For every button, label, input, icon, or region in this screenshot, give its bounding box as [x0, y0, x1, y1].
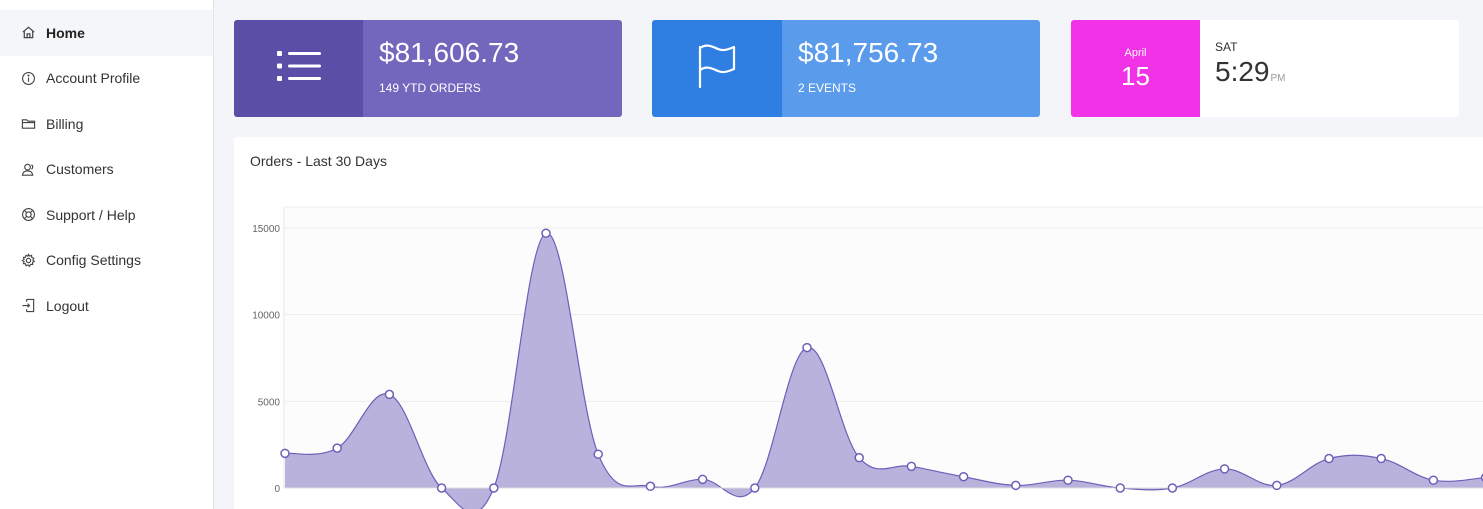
data-point[interactable]: [1272, 480, 1282, 491]
y-tick-label: 15000: [252, 224, 280, 235]
sidebar: Home Account Profile Billing Customers S…: [0, 0, 214, 509]
info-icon: [20, 70, 36, 86]
events-card[interactable]: $81,756.73 2 EVENTS: [652, 20, 1040, 117]
events-card-icon-pane: [652, 20, 782, 117]
sidebar-item-label: Customers: [46, 161, 114, 178]
data-point[interactable]: [541, 228, 551, 238]
list-icon: [276, 51, 321, 86]
date-day: 15: [1121, 60, 1150, 91]
sidebar-item-logout[interactable]: Logout: [0, 283, 213, 329]
data-point[interactable]: [1063, 475, 1073, 485]
sidebar-item-label: Account Profile: [46, 70, 141, 87]
data-point[interactable]: [1428, 475, 1439, 485]
data-point[interactable]: [384, 389, 395, 400]
data-point[interactable]: [1167, 483, 1178, 493]
sidebar-item-label: Support / Help: [46, 206, 136, 223]
folder-icon: [20, 116, 36, 132]
sidebar-item-label: Home: [46, 24, 85, 41]
flag-icon: [697, 43, 737, 94]
sidebar-item-label: Billing: [46, 115, 84, 132]
orders-card-icon-pane: [234, 20, 363, 117]
weekday: SAT: [1215, 40, 1238, 54]
data-point[interactable]: [436, 483, 447, 493]
date-time-card: April 15 SAT 5:29PM: [1071, 20, 1459, 117]
orders-area-chart: 0 5000 10000 15000: [252, 206, 1483, 509]
user-icon: [20, 161, 36, 177]
events-amount: $81,756.73: [798, 37, 939, 68]
sidebar-item-customers[interactable]: Customers: [0, 147, 213, 193]
plot-area: [284, 207, 1483, 488]
data-point[interactable]: [1011, 480, 1021, 491]
y-tick-label: 5000: [258, 397, 281, 408]
sidebar-item-home[interactable]: Home: [0, 10, 213, 56]
data-point[interactable]: [958, 471, 969, 482]
orders-amount: $81,606.73: [379, 37, 520, 68]
data-point[interactable]: [854, 452, 864, 463]
data-point[interactable]: [1115, 483, 1125, 493]
y-tick-label: 10000: [252, 311, 280, 322]
sidebar-item-label: Config Settings: [46, 252, 141, 269]
data-point[interactable]: [332, 443, 342, 453]
sidebar-item-support-help[interactable]: Support / Help: [0, 192, 213, 238]
data-point[interactable]: [489, 483, 499, 493]
sidebar-item-billing[interactable]: Billing: [0, 101, 213, 147]
orders-count: 149 YTD ORDERS: [379, 81, 481, 95]
data-point[interactable]: [1219, 464, 1230, 474]
data-point[interactable]: [802, 342, 812, 353]
orders-card-text: $81,606.73 149 YTD ORDERS: [363, 20, 622, 117]
data-point[interactable]: [906, 461, 917, 472]
date-month: April: [1124, 46, 1147, 59]
clock-ampm: PM: [1270, 73, 1286, 84]
data-point[interactable]: [645, 481, 656, 492]
data-point[interactable]: [1324, 453, 1334, 464]
data-point[interactable]: [750, 483, 760, 493]
time-text: SAT 5:29PM: [1200, 20, 1459, 117]
date-badge: April 15: [1071, 20, 1200, 117]
logout-icon: [20, 298, 36, 314]
data-point[interactable]: [280, 448, 290, 459]
gear-icon: [20, 252, 36, 268]
sidebar-item-config-settings[interactable]: Config Settings: [0, 238, 213, 284]
ytd-orders-card[interactable]: $81,606.73 149 YTD ORDERS: [234, 20, 622, 117]
lifebuoy-icon: [20, 207, 36, 223]
sidebar-item-account-profile[interactable]: Account Profile: [0, 56, 213, 102]
series-area: [285, 233, 1483, 509]
orders-chart-panel: Orders - Last 30 Days 0 5000 10000 15000: [234, 137, 1483, 509]
events-card-text: $81,756.73 2 EVENTS: [782, 20, 1040, 117]
data-point[interactable]: [697, 474, 708, 485]
data-point[interactable]: [593, 449, 603, 459]
chart-title: Orders - Last 30 Days: [250, 153, 387, 169]
clock-time: 5:29: [1215, 56, 1270, 87]
home-icon: [20, 25, 36, 41]
sidebar-item-label: Logout: [46, 297, 89, 314]
events-count: 2 EVENTS: [798, 81, 857, 95]
data-point[interactable]: [1376, 453, 1386, 464]
y-tick-label: 0: [274, 484, 280, 495]
